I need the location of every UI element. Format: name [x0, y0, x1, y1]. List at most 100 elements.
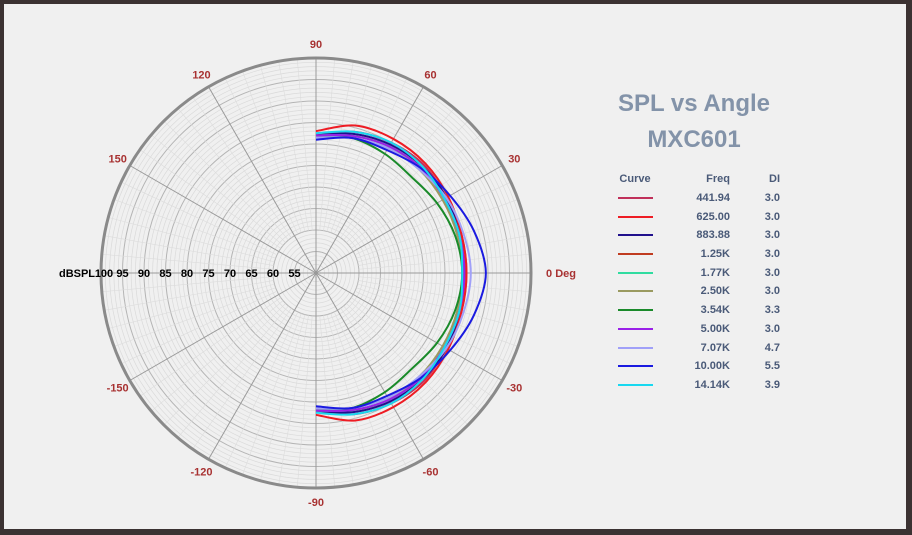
series-curve-5.00K: [315, 133, 466, 413]
angle-tick-label: 30: [508, 154, 520, 166]
angle-tick-label: 150: [109, 154, 127, 166]
angle-tick-label: 0 Deg: [546, 268, 576, 280]
legend-swatch: [617, 365, 653, 368]
grid-spoke: [208, 86, 317, 274]
grid-spoke: [323, 61, 354, 231]
legend-freq: 7.07K: [700, 341, 730, 354]
grid-spoke: [358, 280, 528, 311]
grid-spoke: [121, 181, 278, 256]
angle-tick-label: -30: [506, 383, 522, 395]
legend-item: 10.00K 5.5: [610, 357, 786, 376]
grid-spoke: [278, 61, 309, 231]
grid-spoke: [326, 65, 372, 232]
legend-swatch: [617, 327, 653, 330]
grid-spoke: [108, 217, 275, 263]
grid-spoke: [357, 283, 524, 329]
grid-spoke: [357, 217, 524, 263]
grid-spoke: [348, 300, 481, 412]
angle-tick-label: 90: [310, 39, 322, 51]
radial-tick-label: 70: [224, 268, 236, 280]
grid-spoke: [129, 165, 317, 274]
grid-spoke: [129, 272, 317, 381]
radial-tick-label: 75: [202, 268, 214, 280]
angle-tick-label: -150: [107, 383, 129, 395]
series-curve-625.00: [315, 124, 468, 422]
radial-axis-label: dBSPL: [59, 268, 95, 280]
legend-item: 883.88 3.0: [610, 226, 786, 245]
grid-spoke: [315, 165, 503, 274]
grid-spoke: [358, 253, 531, 270]
legend-item: 441.94 3.0: [610, 189, 786, 208]
grid-spoke: [163, 303, 286, 426]
grid-spoke: [354, 290, 511, 365]
grid-spoke: [192, 96, 292, 238]
grid-spoke: [319, 58, 336, 231]
grid-spoke: [343, 108, 455, 241]
series-curve-10.00K: [315, 136, 487, 410]
outer-ring: [99, 56, 533, 490]
legend-freq: 3.54K: [700, 304, 730, 317]
legend-item: 5.00K 3.0: [610, 320, 786, 339]
grid-spoke: [358, 276, 531, 293]
grid-spoke: [333, 311, 408, 468]
legend-di: 4.7: [764, 341, 780, 354]
grid-spoke: [151, 300, 284, 412]
radial-tick-label: 60: [267, 268, 279, 280]
grid-spoke: [351, 297, 493, 397]
grid-spoke: [177, 305, 289, 438]
legend-di: 3.0: [764, 248, 780, 261]
legend-swatch: [617, 309, 653, 312]
grid-spoke: [296, 58, 313, 231]
grid-spoke: [139, 297, 281, 397]
grid-spoke: [333, 78, 408, 235]
legend-freq: 441.94: [696, 192, 730, 205]
legend-swatch: [617, 197, 653, 200]
grid-spoke: [351, 149, 493, 249]
legend-header-curve: Curve: [619, 173, 651, 186]
radial-tick-label: 65: [245, 268, 257, 280]
legend-swatch: [617, 290, 653, 293]
grid-spoke: [343, 305, 455, 438]
grid-spoke: [346, 120, 469, 243]
grid-spoke: [224, 78, 299, 235]
grid-spoke: [101, 276, 274, 293]
legend-freq: 1.77K: [700, 266, 730, 279]
legend-di: 3.0: [764, 229, 780, 242]
grid-spoke: [330, 313, 390, 476]
grid-spoke: [348, 134, 481, 246]
angle-tick-label: -120: [190, 466, 212, 478]
radial-tick-label: 95: [116, 268, 128, 280]
legend-item: 1.25K 3.0: [610, 245, 786, 264]
grid-spoke: [242, 313, 302, 476]
grid-spoke: [242, 70, 302, 233]
chart-title: SPL vs Angle: [617, 90, 771, 117]
grid-spoke: [278, 315, 309, 485]
legend-swatch: [617, 271, 653, 274]
grid-spoke: [340, 96, 440, 238]
grid-spoke: [296, 315, 313, 488]
legend-freq: 1.25K: [700, 248, 730, 261]
grid-spoke: [151, 134, 284, 246]
legend-swatch: [617, 346, 653, 349]
grid-spoke: [356, 199, 519, 259]
grid-spoke: [330, 70, 390, 233]
legend-freq: 625.00: [696, 210, 730, 223]
grid-spoke: [104, 235, 274, 266]
legend-swatch: [617, 383, 653, 386]
legend-freq: 14.14K: [694, 378, 730, 391]
legend-di: 3.9: [764, 378, 780, 391]
radial-tick-label: 55: [288, 268, 300, 280]
legend-item: 1.77K 3.0: [610, 263, 786, 282]
grid-spoke: [139, 149, 281, 249]
grid-spoke: [224, 311, 299, 468]
angle-tick-label: -60: [423, 466, 439, 478]
legend-freq: 5.00K: [700, 322, 730, 335]
series-curve-14.14K: [315, 130, 464, 416]
series-curve-7.07K: [315, 136, 472, 410]
grid-spoke: [113, 199, 276, 259]
radial-tick-label: 100: [95, 268, 113, 280]
grid-spoke: [104, 280, 274, 311]
grid-spoke: [121, 290, 278, 365]
radial-tick-label: 85: [159, 268, 171, 280]
grid-spoke: [323, 315, 354, 485]
